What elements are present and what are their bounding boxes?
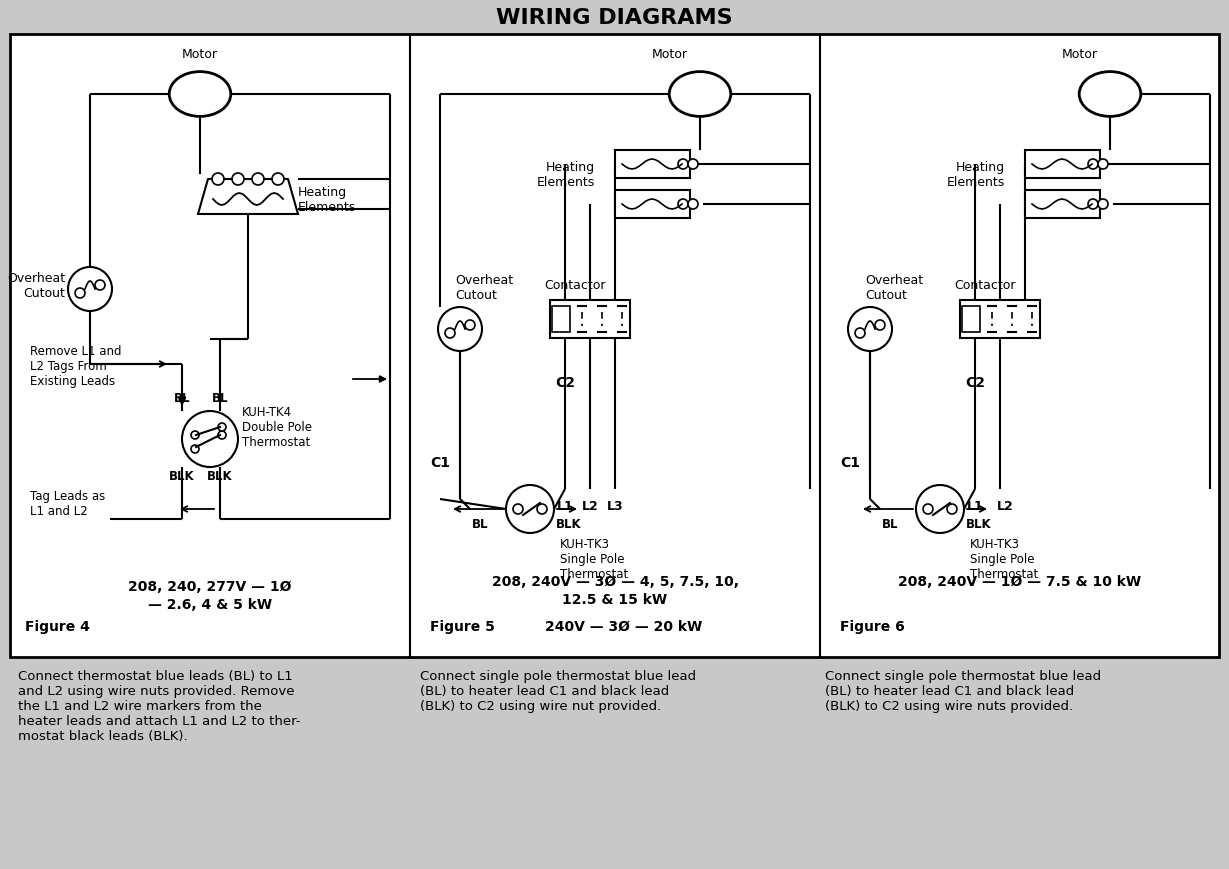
Text: Remove L1 and
L2 Tags From
Existing Leads: Remove L1 and L2 Tags From Existing Lead…	[29, 345, 122, 388]
Text: L1: L1	[967, 500, 983, 513]
Text: BLK: BLK	[556, 518, 581, 531]
Text: L2: L2	[997, 500, 1014, 513]
Text: Heating
Elements: Heating Elements	[297, 186, 356, 214]
Bar	[614, 191, 689, 219]
Text: WIRING DIAGRAMS: WIRING DIAGRAMS	[495, 8, 732, 28]
Bar	[1025, 191, 1100, 219]
Ellipse shape	[170, 72, 231, 117]
Text: KUH-TK3
Single Pole
Thermostat: KUH-TK3 Single Pole Thermostat	[560, 537, 628, 580]
Bar	[551, 301, 630, 339]
Text: 12.5 & 15 kW: 12.5 & 15 kW	[563, 593, 667, 607]
Text: KUH-TK3
Single Pole
Thermostat: KUH-TK3 Single Pole Thermostat	[970, 537, 1039, 580]
Text: Contactor: Contactor	[954, 279, 1015, 292]
Text: KUH-TK4
Double Pole
Thermostat: KUH-TK4 Double Pole Thermostat	[242, 406, 312, 449]
Text: Tag Leads as
L1 and L2: Tag Leads as L1 and L2	[29, 489, 106, 517]
Bar	[614, 151, 689, 179]
Bar	[960, 301, 1040, 339]
Text: Overheat
Cutout: Overheat Cutout	[865, 274, 923, 302]
Circle shape	[1097, 160, 1109, 169]
Text: Connect single pole thermostat blue lead
(BL) to heater lead C1 and black lead
(: Connect single pole thermostat blue lead…	[420, 669, 696, 713]
Circle shape	[848, 308, 892, 352]
Circle shape	[438, 308, 482, 352]
Circle shape	[182, 412, 238, 468]
Bar	[1025, 151, 1100, 179]
Text: — 2.6, 4 & 5 kW: — 2.6, 4 & 5 kW	[147, 597, 272, 611]
Text: Connect thermostat blue leads (BL) to L1
and L2 using wire nuts provided. Remove: Connect thermostat blue leads (BL) to L1…	[18, 669, 301, 742]
Text: Heating
Elements: Heating Elements	[537, 161, 595, 189]
Circle shape	[855, 328, 865, 339]
Circle shape	[190, 432, 199, 440]
Text: C1: C1	[430, 455, 450, 469]
Text: 208, 240V — 1Ø — 7.5 & 10 kW: 208, 240V — 1Ø — 7.5 & 10 kW	[898, 574, 1142, 588]
Text: Motor: Motor	[653, 48, 688, 61]
Circle shape	[688, 160, 698, 169]
Circle shape	[1088, 200, 1097, 209]
Circle shape	[75, 289, 85, 299]
Circle shape	[678, 160, 688, 169]
Text: C2: C2	[965, 375, 984, 389]
Circle shape	[1088, 160, 1097, 169]
Text: BL: BL	[472, 518, 488, 531]
Bar	[0, 0, 1229, 35]
Circle shape	[537, 504, 547, 514]
Text: Motor: Motor	[1062, 48, 1097, 61]
Circle shape	[688, 200, 698, 209]
Text: Contactor: Contactor	[544, 279, 606, 292]
Text: Figure 5: Figure 5	[430, 620, 495, 634]
Circle shape	[445, 328, 455, 339]
Text: Connect single pole thermostat blue lead
(BL) to heater lead C1 and black lead
(: Connect single pole thermostat blue lead…	[825, 669, 1101, 713]
Circle shape	[68, 268, 112, 312]
Circle shape	[232, 174, 245, 186]
Circle shape	[1097, 200, 1109, 209]
Text: L2: L2	[581, 500, 599, 513]
Text: 208, 240, 277V — 1Ø: 208, 240, 277V — 1Ø	[128, 580, 291, 594]
Text: C1: C1	[839, 455, 860, 469]
Circle shape	[465, 321, 474, 330]
Circle shape	[211, 174, 224, 186]
Bar	[552, 307, 570, 333]
Text: Figure 6: Figure 6	[839, 620, 905, 634]
Circle shape	[252, 174, 264, 186]
Circle shape	[95, 281, 104, 290]
Text: Figure 4: Figure 4	[25, 620, 90, 634]
Circle shape	[678, 200, 688, 209]
Circle shape	[190, 446, 199, 454]
Circle shape	[512, 504, 524, 514]
Text: BL: BL	[173, 392, 190, 405]
Text: Heating
Elements: Heating Elements	[946, 161, 1005, 189]
Circle shape	[948, 504, 957, 514]
Text: 240V — 3Ø — 20 kW: 240V — 3Ø — 20 kW	[544, 620, 702, 634]
Text: L3: L3	[607, 500, 623, 513]
Text: BL: BL	[211, 392, 229, 405]
Text: BLK: BLK	[170, 469, 195, 482]
Circle shape	[272, 174, 284, 186]
Text: Overheat
Cutout: Overheat Cutout	[7, 272, 65, 300]
Circle shape	[506, 486, 554, 534]
Text: Motor: Motor	[182, 48, 218, 61]
Polygon shape	[198, 180, 297, 215]
Ellipse shape	[670, 72, 731, 117]
Text: BLK: BLK	[966, 518, 992, 531]
Text: BLK: BLK	[208, 469, 232, 482]
Circle shape	[218, 432, 226, 440]
Circle shape	[218, 423, 226, 432]
Circle shape	[875, 321, 885, 330]
Text: Overheat
Cutout: Overheat Cutout	[455, 274, 514, 302]
Bar	[10, 35, 1219, 657]
Text: 208, 240V — 3Ø — 4, 5, 7.5, 10,: 208, 240V — 3Ø — 4, 5, 7.5, 10,	[492, 574, 739, 588]
Text: C2: C2	[556, 375, 575, 389]
Ellipse shape	[1079, 72, 1141, 117]
Bar	[962, 307, 980, 333]
Text: BL: BL	[881, 518, 898, 531]
Circle shape	[923, 504, 933, 514]
Circle shape	[916, 486, 964, 534]
Text: L1: L1	[557, 500, 574, 513]
